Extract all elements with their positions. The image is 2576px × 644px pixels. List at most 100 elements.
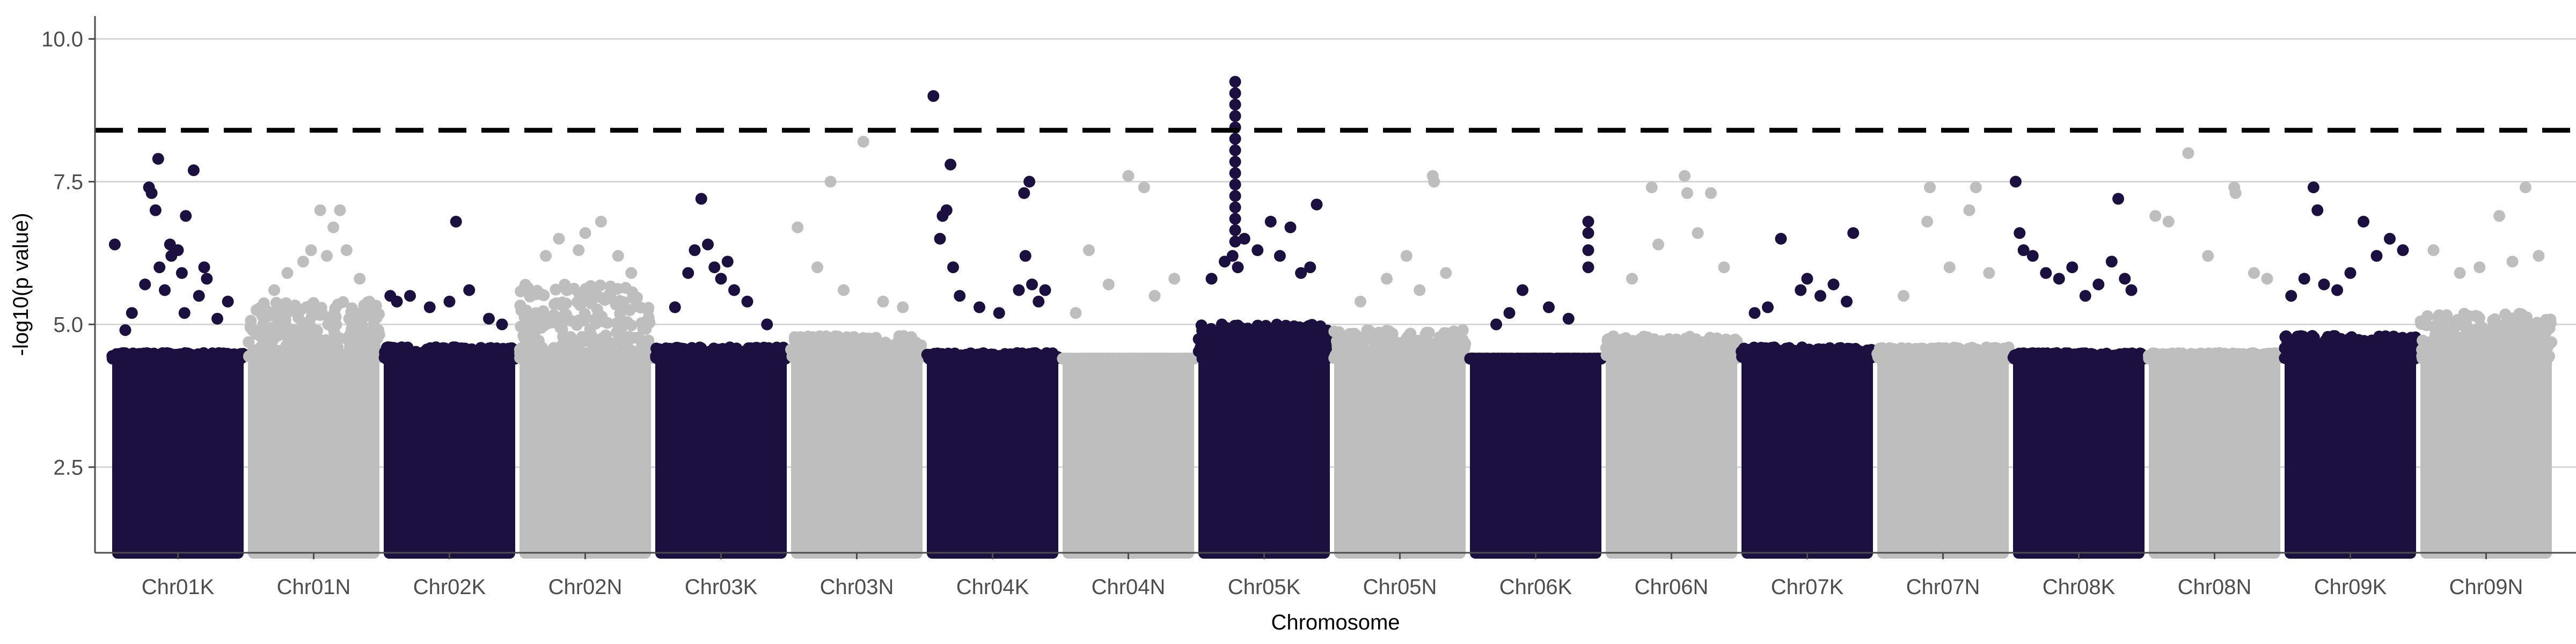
data-point	[1795, 284, 1807, 296]
data-point	[689, 244, 701, 257]
data-point	[1026, 279, 1038, 290]
data-point	[2285, 290, 2297, 302]
data-point	[1523, 353, 1535, 365]
data-point	[139, 279, 151, 290]
data-point	[639, 337, 651, 349]
data-point	[2162, 215, 2175, 228]
data-point	[1966, 341, 1978, 354]
data-point	[561, 284, 573, 296]
data-point	[180, 210, 192, 222]
data-point	[618, 296, 630, 309]
data-point	[1411, 334, 1424, 347]
data-point	[1246, 352, 1258, 364]
data-point	[1543, 301, 1555, 313]
data-point	[945, 158, 957, 171]
data-point	[1924, 181, 1936, 194]
x-tick-label: Chr09N	[2449, 575, 2523, 599]
data-point	[1280, 352, 1292, 364]
chromosome-bulk-Chr03N	[791, 358, 923, 559]
data-point	[1645, 181, 1658, 194]
data-point	[1311, 199, 1323, 211]
data-point	[2229, 187, 2242, 199]
data-point	[302, 302, 314, 314]
y-tick-label: 7.5	[53, 171, 83, 194]
data-point	[439, 342, 451, 355]
data-point	[761, 318, 773, 331]
data-point	[1229, 87, 1241, 99]
x-tick-label: Chr04N	[1092, 575, 1166, 599]
data-point	[519, 320, 532, 333]
data-point	[1195, 319, 1208, 332]
data-point	[2389, 352, 2401, 364]
data-point	[1503, 307, 1516, 319]
data-point	[1680, 346, 1692, 358]
data-point	[2149, 210, 2162, 222]
data-point	[1798, 352, 1810, 364]
data-point	[705, 353, 717, 365]
data-point	[1813, 343, 1826, 356]
data-point	[2281, 350, 2293, 362]
data-point	[2373, 350, 2385, 363]
data-point	[2406, 348, 2418, 361]
data-point	[573, 244, 585, 257]
data-point	[741, 295, 753, 308]
chromosome-bulk-Chr05K	[1198, 358, 1330, 559]
data-point	[1229, 98, 1241, 111]
chromosome-bulk-Chr08N	[2149, 358, 2280, 559]
chromosome-bulk-Chr02N	[519, 358, 651, 559]
data-point	[1833, 349, 1845, 362]
chromosome-bulk-Chr01N	[248, 358, 379, 559]
data-point	[175, 267, 188, 279]
data-point	[535, 316, 547, 328]
data-point	[2290, 332, 2302, 344]
data-point	[1455, 346, 1468, 358]
data-point	[302, 346, 314, 358]
data-point	[1228, 320, 1241, 332]
data-point	[851, 353, 863, 365]
data-point	[873, 345, 885, 357]
data-point	[2317, 347, 2329, 359]
data-point	[2083, 349, 2095, 362]
data-point	[838, 284, 850, 296]
data-point	[1637, 331, 1650, 343]
data-point	[289, 324, 301, 336]
data-point	[868, 335, 880, 348]
data-point	[2544, 316, 2556, 328]
data-point	[516, 351, 528, 363]
data-point	[1428, 350, 1440, 363]
data-point	[1724, 341, 1737, 353]
data-point	[1229, 213, 1241, 225]
data-point	[743, 350, 756, 363]
data-point	[650, 342, 663, 355]
data-point	[1582, 215, 1594, 228]
data-point	[2112, 193, 2124, 205]
data-point	[483, 312, 495, 325]
chromosome-bulk-Chr08K	[2013, 358, 2145, 559]
data-point	[1311, 342, 1323, 354]
data-point	[174, 352, 186, 364]
data-point	[1736, 346, 1748, 358]
data-point	[940, 204, 953, 216]
data-point	[1013, 284, 1025, 296]
x-tick-label: Chr09K	[2314, 575, 2387, 599]
data-point	[258, 330, 270, 342]
data-point	[1898, 290, 1909, 302]
data-point	[2439, 325, 2451, 338]
x-tick-label: Chr05N	[1363, 575, 1437, 599]
data-point	[547, 309, 560, 321]
data-point	[702, 238, 714, 251]
data-point	[1304, 261, 1316, 274]
chromosome-bulk-Chr07K	[1741, 358, 1873, 559]
data-point	[1242, 323, 1254, 335]
data-point	[354, 347, 367, 360]
data-point	[1621, 352, 1633, 364]
data-point	[450, 215, 462, 228]
data-point	[1748, 307, 1761, 319]
data-point	[1841, 295, 1853, 308]
data-point	[431, 351, 443, 363]
data-point	[266, 348, 278, 360]
data-point	[795, 339, 808, 352]
data-point	[715, 273, 727, 285]
data-point	[443, 295, 456, 308]
data-point	[1986, 345, 1998, 357]
